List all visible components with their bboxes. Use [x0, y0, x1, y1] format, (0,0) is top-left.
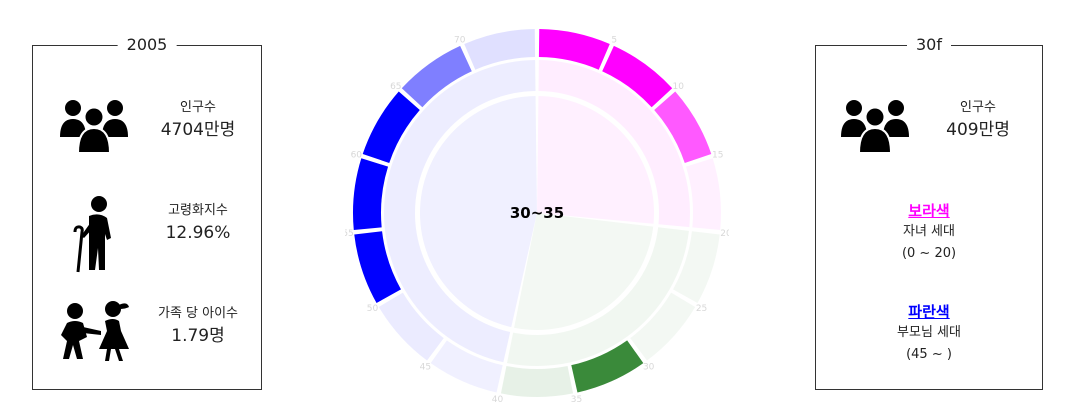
group-population-stat: 인구수 409만명 — [816, 91, 1042, 161]
tick-label: 65 — [390, 82, 401, 92]
people-group-icon — [53, 91, 135, 161]
children-value: 1.79명 — [171, 326, 225, 346]
year-title: 2005 — [117, 35, 177, 54]
tick-label: 55 — [345, 229, 354, 239]
age-segment-30~35[interactable] — [571, 340, 644, 393]
age-segment-20~25[interactable] — [673, 231, 720, 304]
tick-label: 30 — [643, 363, 655, 373]
inner-divider — [418, 94, 656, 332]
self-sector-middle-ring — [507, 227, 689, 366]
purple-legend-title: 보라색 — [908, 202, 950, 220]
age-segment-60~65[interactable] — [362, 91, 420, 163]
group-info-panel: 30f 인구수 409만명 보라색 자녀 세대 (0 ~ 20) 파란색 부모님… — [815, 35, 1043, 390]
aging-value: 12.96% — [165, 223, 231, 243]
tick-label: 15 — [712, 150, 723, 160]
tick-label: 35 — [571, 395, 582, 405]
age-radial-chart: 0 5 10 15 20 25 30 35 40 45 50 55 60 65 70 30~35 — [345, 28, 729, 412]
blue-legend: 파란색 부모님 세대 (45 ~ ) — [816, 302, 1042, 366]
tick-label: 45 — [420, 363, 431, 373]
children-sector-inner-disc — [537, 95, 655, 224]
self-sector-inner-disc — [513, 213, 655, 331]
purple-legend-range: (0 ~ 20) — [901, 246, 957, 261]
age-segment-45~50[interactable] — [378, 292, 444, 361]
tick-label: 70 — [454, 35, 466, 45]
children-sector-middle-ring — [538, 60, 690, 228]
group-title: 30f — [907, 35, 951, 54]
radial-chart-svg: 0 5 10 15 20 25 30 35 40 45 50 55 60 65 70 30~35 — [345, 28, 729, 405]
blue-legend-range: (45 ~ ) — [906, 347, 952, 362]
children-label: 가족 당 아이수 — [157, 306, 239, 321]
aging-label: 고령화지수 — [168, 203, 228, 218]
age-segment-40~45[interactable] — [430, 340, 503, 393]
age-segment-5~10[interactable] — [602, 45, 673, 108]
tick-label: 40 — [492, 395, 504, 405]
age-segment-65~70[interactable] — [401, 45, 472, 108]
tick-label: 60 — [351, 150, 363, 160]
center-age-label: 30~35 — [510, 204, 564, 222]
tick-label: 25 — [696, 304, 707, 314]
tick-label: 10 — [672, 82, 684, 92]
blue-legend-title: 파란색 — [908, 303, 950, 321]
children-playing-icon — [53, 297, 135, 367]
tick-label: 50 — [367, 304, 379, 314]
population-value: 4704만명 — [160, 120, 236, 140]
parents-sector-middle-ring — [384, 60, 536, 363]
population-stat: 인구수 4704만명 — [33, 91, 261, 161]
group-population-value: 409만명 — [946, 120, 1010, 140]
tick-label: 20 — [720, 229, 729, 239]
age-segment-0~5[interactable] — [538, 29, 610, 70]
age-segment-50~55[interactable] — [354, 231, 401, 304]
purple-legend-desc: 자녀 세대 — [903, 224, 955, 239]
population-label: 인구수 — [180, 100, 216, 115]
tick-label: 0 — [534, 28, 540, 29]
age-segment-70~[interactable] — [464, 29, 536, 70]
purple-legend: 보라색 자녀 세대 (0 ~ 20) — [816, 201, 1042, 265]
children-stat: 가족 당 아이수 1.79명 — [33, 297, 261, 367]
age-segment-35~40[interactable] — [500, 365, 574, 398]
age-segment-15~20[interactable] — [685, 158, 721, 230]
age-segment-55~60[interactable] — [353, 158, 389, 230]
tick-label: 5 — [611, 35, 617, 45]
group-population-label: 인구수 — [960, 100, 996, 115]
age-segment-10~15[interactable] — [654, 91, 712, 163]
aging-stat: 고령화지수 12.96% — [33, 194, 261, 273]
people-group-icon — [834, 91, 916, 161]
age-segment-25~30[interactable] — [630, 292, 696, 361]
year-info-panel: 2005 인구수 4704만명 — [32, 35, 262, 390]
parents-sector-inner-disc — [419, 95, 537, 329]
elderly-person-icon — [53, 194, 135, 273]
blue-legend-desc: 부모님 세대 — [897, 325, 961, 340]
